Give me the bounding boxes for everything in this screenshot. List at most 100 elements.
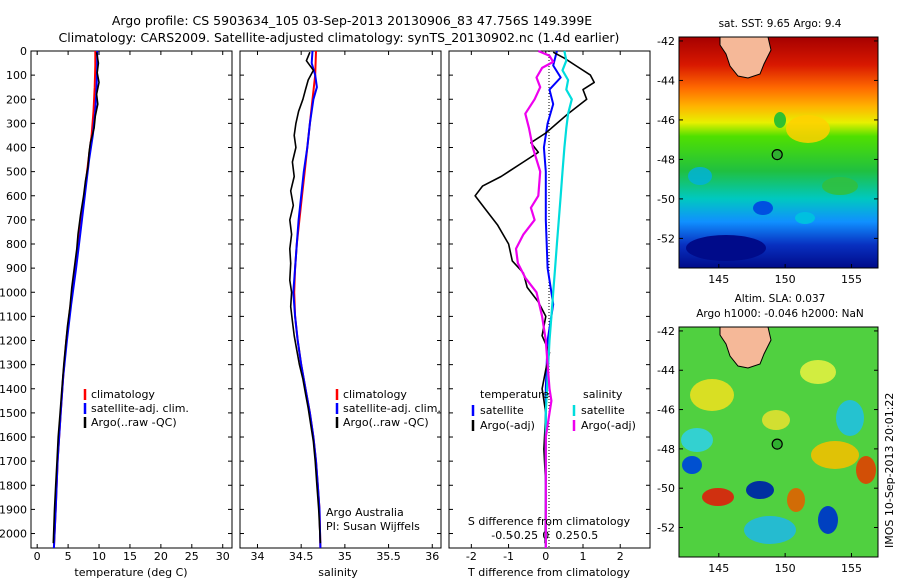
- lat-tick-label: -48: [657, 153, 675, 166]
- argo-raw-qc-line: [289, 51, 322, 544]
- sla-map-title-2: Argo h1000: -0.046 h2000: NaN: [696, 308, 864, 320]
- depth-tick-label: 0: [20, 45, 27, 58]
- s-tick-label: -0.5: [491, 529, 512, 542]
- depth-axis-ticks: 0 100 200 300 400 500 600 700 800 900 1000 1100 1200…: [0, 45, 232, 541]
- legend-label: climatology: [343, 388, 407, 401]
- sla-yellow-4: [762, 410, 790, 430]
- lon-tick-label: 145: [708, 562, 729, 575]
- lat-tick-label: -50: [657, 193, 675, 206]
- x-tick-label: 25: [185, 550, 199, 563]
- argo-raw-qc-line: [52, 52, 100, 544]
- sla-map-title-1: Altim. SLA: 0.037: [735, 293, 826, 305]
- x-tick-label: 30: [216, 550, 230, 563]
- legend-label: satellite: [581, 404, 625, 417]
- s-tick-label: 0.5: [581, 529, 599, 542]
- depth-tick-label: 1500: [0, 407, 27, 420]
- sst-map-panel: sat. SST: 9.65 Argo: 9.4 -42 -44 -46 -48 -50…: [657, 18, 879, 286]
- sla-cyan-1: [681, 428, 713, 452]
- sst-warm-blob: [786, 115, 830, 143]
- sla-red-3: [856, 456, 876, 484]
- legend-label: Argo(..raw -QC): [343, 416, 429, 429]
- x-tick-label: 0: [34, 550, 41, 563]
- lon-tick-label: 150: [775, 562, 796, 575]
- lat-tick-label: -52: [657, 522, 675, 535]
- legend-title-salinity: salinity: [583, 388, 623, 401]
- float-position-marker-sla: [771, 438, 783, 450]
- sla-yellow-2: [800, 360, 836, 384]
- t-difference-xlabel: T difference from climatology: [467, 566, 630, 579]
- sla-blue-2: [746, 481, 774, 499]
- depth-tick-label: 1700: [0, 455, 27, 468]
- x-tick-label: 15: [123, 550, 137, 563]
- sla-map-ticks: -42 -44 -46 -48 -50 -52 145 150 155: [657, 325, 878, 575]
- legend-label: Argo(..raw -QC): [91, 416, 177, 429]
- header-line-2: Climatology: CARS2009. Satellite-adjuste…: [59, 30, 620, 45]
- tasmania-land: [719, 37, 772, 79]
- sst-cold-eddy-5: [795, 212, 815, 224]
- x-tick-label: 36: [425, 550, 439, 563]
- salinity-series: [289, 50, 322, 549]
- sst-map-title: sat. SST: 9.65 Argo: 9.4: [719, 18, 842, 30]
- legend-label: Argo(-adj): [480, 419, 535, 432]
- legend-label: Argo(-adj): [581, 419, 636, 432]
- x-tick-label: 34: [250, 550, 264, 563]
- salinity-panel: 34 34.5 35 35.5 36 climatologysatellite-adj.…: [239, 50, 442, 579]
- sla-yellow-3: [811, 441, 859, 469]
- salinity-depth-ticks: [240, 50, 441, 535]
- difference-axes-frame: [448, 50, 651, 549]
- lat-tick-label: -44: [657, 74, 675, 87]
- depth-tick-label: 1800: [0, 479, 27, 492]
- temperature-series: [52, 51, 100, 549]
- s-difference-xlabel: S difference from climatology: [468, 515, 631, 528]
- depth-tick-label: 1000: [0, 286, 27, 299]
- depth-tick-label: 1200: [0, 335, 27, 348]
- sla-cyan-3: [744, 516, 796, 544]
- depth-tick-label: 900: [6, 262, 27, 275]
- depth-tick-label: 1900: [0, 503, 27, 516]
- temperature-xlabel: temperature (deg C): [74, 566, 187, 579]
- lon-tick-label: 145: [708, 273, 729, 286]
- sla-cyan-2: [836, 400, 864, 436]
- s-tick-label: 0.25: [555, 529, 580, 542]
- sst-cold-eddy-2: [688, 167, 712, 185]
- depth-tick-label: 2000: [0, 528, 27, 541]
- difference-panel: -2 -1 0 1 2 -0.5-0.25 0 0.25 0.5 temperature sal…: [448, 49, 651, 579]
- sla-blue-3: [818, 506, 838, 534]
- lon-tick-label: 150: [775, 273, 796, 286]
- lon-tick-label: 155: [841, 562, 862, 575]
- temperature-panel: 0100200300400500600700800900100011001200…: [0, 45, 233, 579]
- x-tick-label: 0: [542, 550, 549, 563]
- lat-tick-label: -46: [657, 114, 675, 127]
- depth-tick-label: 700: [6, 214, 27, 227]
- legend-title-temperature: temperature: [480, 388, 549, 401]
- header-line-1: Argo profile: CS 5903634_105 03-Sep-2013…: [112, 13, 592, 28]
- x-tick-label: 35.5: [376, 550, 401, 563]
- tasmania-land-sla: [719, 327, 772, 369]
- lat-tick-label: -42: [657, 35, 675, 48]
- depth-tick-label: 800: [6, 238, 27, 251]
- depth-tick-label: 400: [6, 142, 27, 155]
- lat-tick-label: -44: [657, 364, 675, 377]
- lat-tick-label: -46: [657, 404, 675, 417]
- depth-tick-label: 1600: [0, 431, 27, 444]
- s-tick-label: -0.25: [510, 529, 538, 542]
- x-tick-label: 10: [92, 550, 106, 563]
- x-tick-label: 5: [65, 550, 72, 563]
- lat-tick-label: -50: [657, 482, 675, 495]
- sst-map-ticks: -42 -44 -46 -48 -50 -52 145 150 155: [657, 35, 878, 286]
- depth-tick-label: 1300: [0, 359, 27, 372]
- float-position-marker-sst: [771, 149, 783, 161]
- lon-tick-label: 155: [841, 273, 862, 286]
- t-argo-adj-line: [474, 51, 595, 544]
- sla-map-frame: [678, 326, 879, 558]
- difference-legend: temperature salinity satellite Argo(-adj) sa…: [471, 388, 636, 432]
- lat-tick-label: -52: [657, 232, 675, 245]
- temperature-axis-ticks: 0 5 10 15 20 25 30: [34, 51, 230, 563]
- legend-label: climatology: [91, 388, 155, 401]
- sla-map-panel: Altim. SLA: 0.037 Argo h1000: -0.046 h20…: [657, 293, 879, 575]
- sla-red-1: [702, 488, 734, 506]
- argo-australia-label: Argo Australia: [326, 506, 404, 519]
- pi-name-label: PI: Susan Wijffels: [326, 520, 420, 533]
- depth-tick-label: 500: [6, 166, 27, 179]
